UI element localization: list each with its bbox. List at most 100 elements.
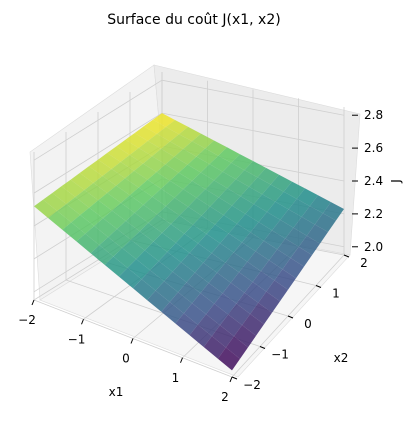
surface-cell [125,170,148,188]
surface-cell [125,212,149,232]
surface-cell [217,347,240,371]
surface-cell [258,212,281,231]
surface-cell [247,251,269,272]
surface-cell [85,226,109,246]
surface-cell [170,134,193,149]
z-tick-label: 2.2 [364,207,383,221]
surface-cell [179,126,201,142]
surface-cell [181,252,204,273]
surface-cell [79,166,103,183]
surface-cell [84,183,108,201]
surface-cell [130,231,154,251]
surface-cell [263,230,286,250]
surface-cell [147,290,170,312]
surface-cell [237,213,259,233]
surface-cell [196,189,219,207]
surface-cell [211,243,234,263]
surface-cell [134,204,158,223]
x-tick-mark [180,357,183,363]
surface-cell [113,248,137,268]
surface-cell [143,119,166,134]
y-tick-label: 2 [360,256,368,270]
surface-cell [134,163,157,180]
surface-cell [189,243,212,263]
surface-cell [127,259,151,280]
surface-cell [227,179,249,197]
surface-cell [277,238,299,258]
surface-cell [162,224,185,243]
z-tick-label: 2.4 [364,174,383,188]
surface-cell [152,113,175,127]
surface-cell [172,262,195,283]
surface-cell [214,293,237,315]
surface-cell [244,161,266,178]
surface-cell [129,148,153,164]
surface-cell [120,195,144,213]
surface-cell [139,222,163,242]
surface-cell [174,149,197,165]
surface-cell [253,194,276,212]
surface-cell [242,232,264,252]
cost-surface [34,113,344,371]
surface-cell [170,215,193,234]
surface-cell [288,198,310,217]
z-tick-label: 2.8 [364,108,383,122]
surface-cell [147,134,170,149]
surface-cell [194,262,218,283]
surface-cell [66,197,90,215]
surface-cell [187,156,210,173]
surface-cell [129,187,153,205]
x-tick-mark [31,299,35,306]
surface-cell [161,141,184,157]
surface-cell [255,240,278,261]
surface-cell [244,282,267,303]
surface-cell [245,204,267,223]
surface-cell [141,270,165,291]
surface-cell [179,206,202,225]
z-tick-label: 2.0 [364,240,383,254]
surface-cell [249,177,271,195]
surface-cell [116,139,139,155]
surface-cell [108,229,131,249]
surface-cell [290,246,312,267]
surface-cell [205,180,228,198]
surface-cell [218,147,240,163]
y-tick-mark [287,315,294,319]
surface-cell [183,180,206,198]
surface-cell [240,186,263,205]
surface-cell [242,314,264,336]
surface-cell [89,200,112,219]
surface-cell [272,219,294,239]
surface-cell [200,283,223,304]
surface-cell [102,169,126,186]
x-tick-label: −1 [68,332,86,346]
surface-cell [218,188,241,206]
surface-cell [280,209,302,228]
surface-cell [296,188,318,207]
surface-cell [285,227,307,247]
surface-cell [186,272,209,294]
surface-cell [161,180,184,198]
surface-cell [225,252,248,273]
surface-cell [306,224,328,244]
surface-cell [143,196,166,215]
x-tick-mark [81,319,84,325]
surface-cell [208,272,231,294]
surface-cell [214,171,236,189]
surface-cell [161,302,184,324]
surface-cell [157,206,180,225]
y-axis-label: x2 [334,351,349,365]
surface-cell [144,241,168,262]
y-tick-mark [231,376,238,380]
y-tick-label: −2 [243,378,261,392]
surface-cell [125,133,148,148]
surface-cell [236,292,259,314]
surface-cell [134,126,157,141]
surface-cell [203,253,226,273]
surface-cell [198,234,221,254]
surface-cell [183,141,206,157]
surface-cell [260,260,283,281]
surface-cell [107,146,130,162]
x-axis-label: x1 [109,385,124,399]
surface-cell [209,155,232,172]
